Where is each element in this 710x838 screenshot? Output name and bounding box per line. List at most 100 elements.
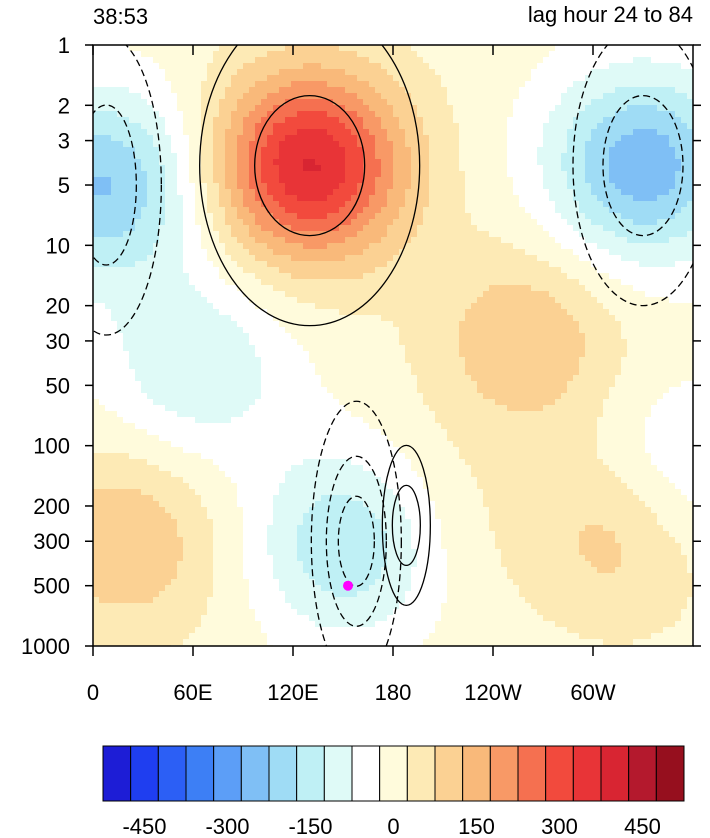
- field-cell: [519, 339, 526, 346]
- field-cell: [141, 183, 148, 190]
- field-cell: [291, 225, 298, 232]
- field-cell: [609, 297, 616, 304]
- field-cell: [645, 237, 652, 244]
- field-cell: [447, 141, 454, 148]
- field-cell: [471, 255, 478, 262]
- field-cell: [501, 279, 508, 286]
- field-cell: [369, 45, 376, 52]
- field-cell: [507, 309, 514, 316]
- field-cell: [147, 75, 154, 82]
- field-cell: [489, 93, 496, 100]
- field-cell: [207, 243, 214, 250]
- field-cell: [675, 231, 682, 238]
- field-cell: [465, 201, 472, 208]
- field-cell: [267, 327, 274, 334]
- field-cell: [429, 213, 436, 220]
- field-cell: [495, 213, 502, 220]
- field-cell: [627, 153, 634, 160]
- field-cell: [231, 261, 238, 268]
- field-cell: [393, 333, 400, 340]
- field-cell: [435, 339, 442, 346]
- field-cell: [393, 213, 400, 220]
- field-cell: [315, 339, 322, 346]
- field-cell: [591, 147, 598, 154]
- field-cell: [387, 303, 394, 310]
- field-cell: [507, 261, 514, 268]
- field-cell: [675, 213, 682, 220]
- field-cell: [513, 111, 520, 118]
- field-cell: [285, 291, 292, 298]
- field-cell: [273, 327, 280, 334]
- field-cell: [519, 309, 526, 316]
- field-cell: [513, 267, 520, 274]
- field-cell: [357, 207, 364, 214]
- field-cell: [399, 117, 406, 124]
- field-cell: [621, 315, 628, 322]
- field-cell: [309, 75, 316, 82]
- field-cell: [189, 177, 196, 184]
- field-cell: [597, 261, 604, 268]
- field-cell: [411, 225, 418, 232]
- field-cell: [225, 69, 232, 76]
- field-cell: [279, 171, 286, 178]
- field-cell: [429, 279, 436, 286]
- field-cell: [603, 87, 610, 94]
- field-cell: [261, 81, 268, 88]
- field-cell: [249, 81, 256, 88]
- field-cell: [573, 129, 580, 136]
- field-cell: [519, 111, 526, 118]
- field-cell: [339, 135, 346, 142]
- field-cell: [171, 123, 178, 130]
- field-cell: [621, 117, 628, 124]
- field-cell: [561, 57, 568, 64]
- field-cell: [669, 267, 676, 274]
- field-cell: [363, 165, 370, 172]
- field-cell: [549, 153, 556, 160]
- field-cell: [327, 117, 334, 124]
- field-cell: [261, 93, 268, 100]
- field-cell: [243, 117, 250, 124]
- field-cell: [327, 87, 334, 94]
- field-cell: [357, 285, 364, 292]
- field-cell: [105, 327, 112, 334]
- field-cell: [651, 339, 658, 346]
- field-cell: [513, 333, 520, 340]
- field-cell: [315, 75, 322, 82]
- field-cell: [171, 213, 178, 220]
- field-cell: [645, 183, 652, 190]
- field-cell: [111, 63, 118, 70]
- field-cell: [549, 237, 556, 244]
- field-cell: [639, 135, 646, 142]
- field-cell: [687, 207, 693, 214]
- field-cell: [363, 231, 370, 238]
- field-cell: [645, 117, 652, 124]
- field-cell: [249, 231, 256, 238]
- field-cell: [459, 87, 466, 94]
- field-cell: [537, 69, 544, 76]
- field-cell: [195, 183, 202, 190]
- field-cell: [399, 327, 406, 334]
- field-cell: [651, 129, 658, 136]
- field-cell: [213, 315, 220, 322]
- field-cell: [555, 75, 562, 82]
- field-cell: [255, 99, 262, 106]
- field-cell: [363, 63, 370, 70]
- field-cell: [285, 123, 292, 130]
- field-cell: [417, 237, 424, 244]
- field-cell: [447, 117, 454, 124]
- field-cell: [345, 327, 352, 334]
- field-cell: [489, 75, 496, 82]
- field-cell: [687, 45, 693, 52]
- field-cell: [267, 159, 274, 166]
- field-cell: [435, 261, 442, 268]
- field-cell: [459, 93, 466, 100]
- field-cell: [351, 69, 358, 76]
- field-cell: [321, 51, 328, 58]
- field-cell: [105, 183, 112, 190]
- field-cell: [441, 333, 448, 340]
- field-cell: [303, 159, 310, 166]
- field-cell: [201, 213, 208, 220]
- field-cell: [465, 135, 472, 142]
- field-cell: [621, 69, 628, 76]
- field-cell: [645, 273, 652, 280]
